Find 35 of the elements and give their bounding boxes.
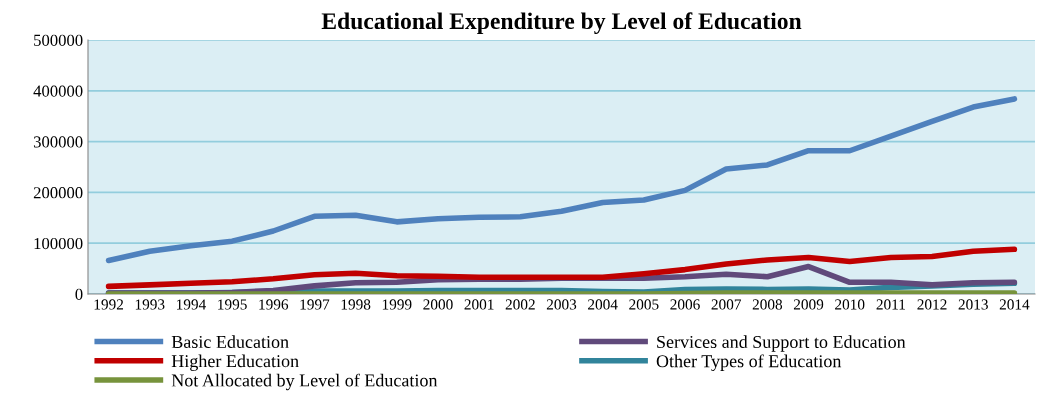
x-tick-label: 2012	[917, 299, 947, 310]
chart-title: Educational Expenditure by Level of Education	[321, 12, 802, 34]
x-tick-label: 2007	[711, 299, 742, 310]
x-tick-label: 1994	[177, 299, 206, 310]
x-tick-label: 2011	[876, 299, 905, 310]
x-tick-label: 1996	[259, 299, 289, 310]
x-tick-label: 1992	[94, 299, 124, 310]
x-tick-label: 2002	[505, 299, 535, 310]
x-tick-label: 2000	[423, 299, 453, 310]
y-tick-label: 200000	[33, 187, 83, 199]
y-tick-label: 400000	[33, 85, 83, 97]
x-tick-label: 2013	[958, 299, 988, 310]
y-tick-label: 0	[75, 288, 83, 300]
x-tick-label: 2004	[588, 299, 618, 310]
x-tick-label: 1993	[135, 299, 165, 310]
y-tick-label: 100000	[34, 237, 83, 250]
legend-label: Other Types of Education	[656, 354, 842, 372]
x-tick-label: 1995	[218, 299, 247, 310]
x-tick-label: 2008	[752, 299, 783, 310]
x-tick-label: 1999	[382, 299, 412, 310]
legend-label: Not Allocated by Level of Education	[171, 373, 438, 391]
x-tick-label: 2003	[546, 299, 577, 310]
x-tick-label: 2006	[670, 299, 700, 310]
x-tick-label: 2005	[629, 299, 659, 310]
x-tick-label: 1997	[300, 299, 330, 310]
x-tick-label: 1998	[341, 299, 371, 310]
x-tick-label: 2009	[793, 299, 824, 310]
legend-label: Basic Education	[171, 335, 289, 349]
x-tick-label: 2014	[999, 299, 1030, 310]
legend-label: Services and Support to Education	[657, 335, 906, 352]
y-tick-label: 300000	[33, 136, 83, 148]
x-tick-label: 2001	[464, 299, 494, 310]
legend-label: Higher Education	[171, 354, 299, 371]
y-tick-label: 500000	[34, 34, 83, 46]
x-tick-label: 2010	[835, 299, 865, 310]
